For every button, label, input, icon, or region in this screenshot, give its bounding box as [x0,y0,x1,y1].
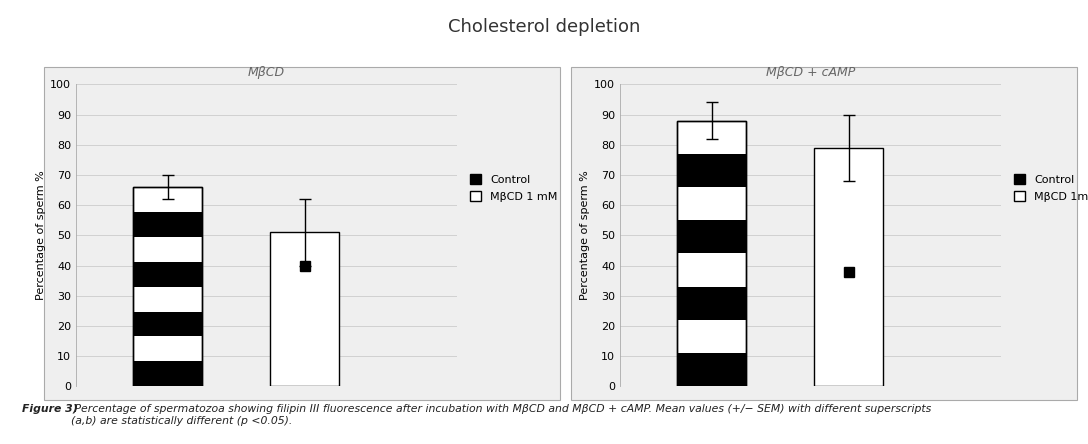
Y-axis label: Percentage of sperm %: Percentage of sperm % [36,170,46,300]
Bar [677,121,746,386]
Bar [814,148,882,386]
Bar [677,121,746,386]
Legend: Control, MβCD 1 mM: Control, MβCD 1 mM [470,174,557,202]
Title: MβCD: MβCD [248,66,285,79]
Bar [134,187,202,386]
Bar [134,187,202,386]
Bar [134,312,202,337]
Bar [134,262,202,287]
Bar [134,361,202,386]
Legend: Control, MβCD 1mM + cAMP 1.2 mM: Control, MβCD 1mM + cAMP 1.2 mM [1014,174,1088,202]
Bar [677,220,746,254]
Title: MβCD + cAMP: MβCD + cAMP [766,66,855,79]
Bar [677,154,746,187]
Text: Figure 3): Figure 3) [22,404,77,414]
Text: Percentage of spermatozoa showing filipin III fluorescence after incubation with: Percentage of spermatozoa showing filipi… [71,404,931,426]
Text: Cholesterol depletion: Cholesterol depletion [448,18,640,36]
Bar [134,212,202,237]
Bar [677,287,746,320]
Bar [270,232,339,386]
Y-axis label: Percentage of sperm %: Percentage of sperm % [580,170,590,300]
Bar [677,353,746,386]
